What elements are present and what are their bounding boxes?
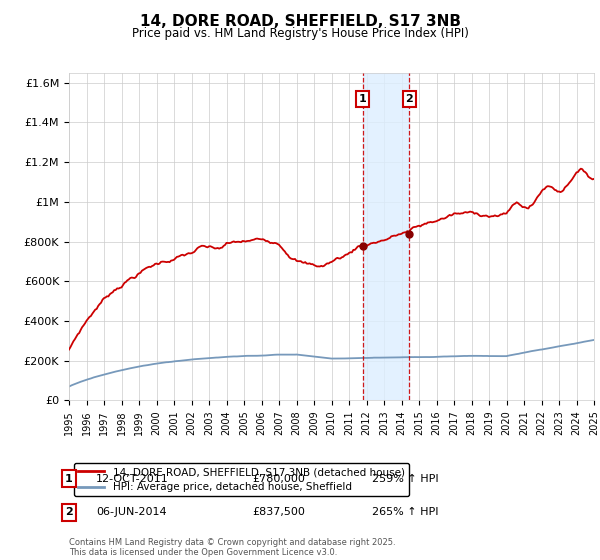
- Text: £780,000: £780,000: [252, 474, 305, 484]
- Text: 2: 2: [65, 507, 73, 517]
- Text: 1: 1: [65, 474, 73, 484]
- Text: 2: 2: [406, 94, 413, 104]
- Text: 06-JUN-2014: 06-JUN-2014: [96, 507, 167, 517]
- Text: 12-OCT-2011: 12-OCT-2011: [96, 474, 169, 484]
- Text: 259% ↑ HPI: 259% ↑ HPI: [372, 474, 439, 484]
- Bar: [362, 73, 409, 400]
- Text: 14, DORE ROAD, SHEFFIELD, S17 3NB: 14, DORE ROAD, SHEFFIELD, S17 3NB: [139, 14, 461, 29]
- Text: 265% ↑ HPI: 265% ↑ HPI: [372, 507, 439, 517]
- Text: Price paid vs. HM Land Registry's House Price Index (HPI): Price paid vs. HM Land Registry's House …: [131, 27, 469, 40]
- Legend: 14, DORE ROAD, SHEFFIELD, S17 3NB (detached house), HPI: Average price, detached: 14, DORE ROAD, SHEFFIELD, S17 3NB (detac…: [74, 463, 409, 497]
- Text: £837,500: £837,500: [252, 507, 305, 517]
- Text: 1: 1: [359, 94, 367, 104]
- Text: Contains HM Land Registry data © Crown copyright and database right 2025.
This d: Contains HM Land Registry data © Crown c…: [69, 538, 395, 557]
